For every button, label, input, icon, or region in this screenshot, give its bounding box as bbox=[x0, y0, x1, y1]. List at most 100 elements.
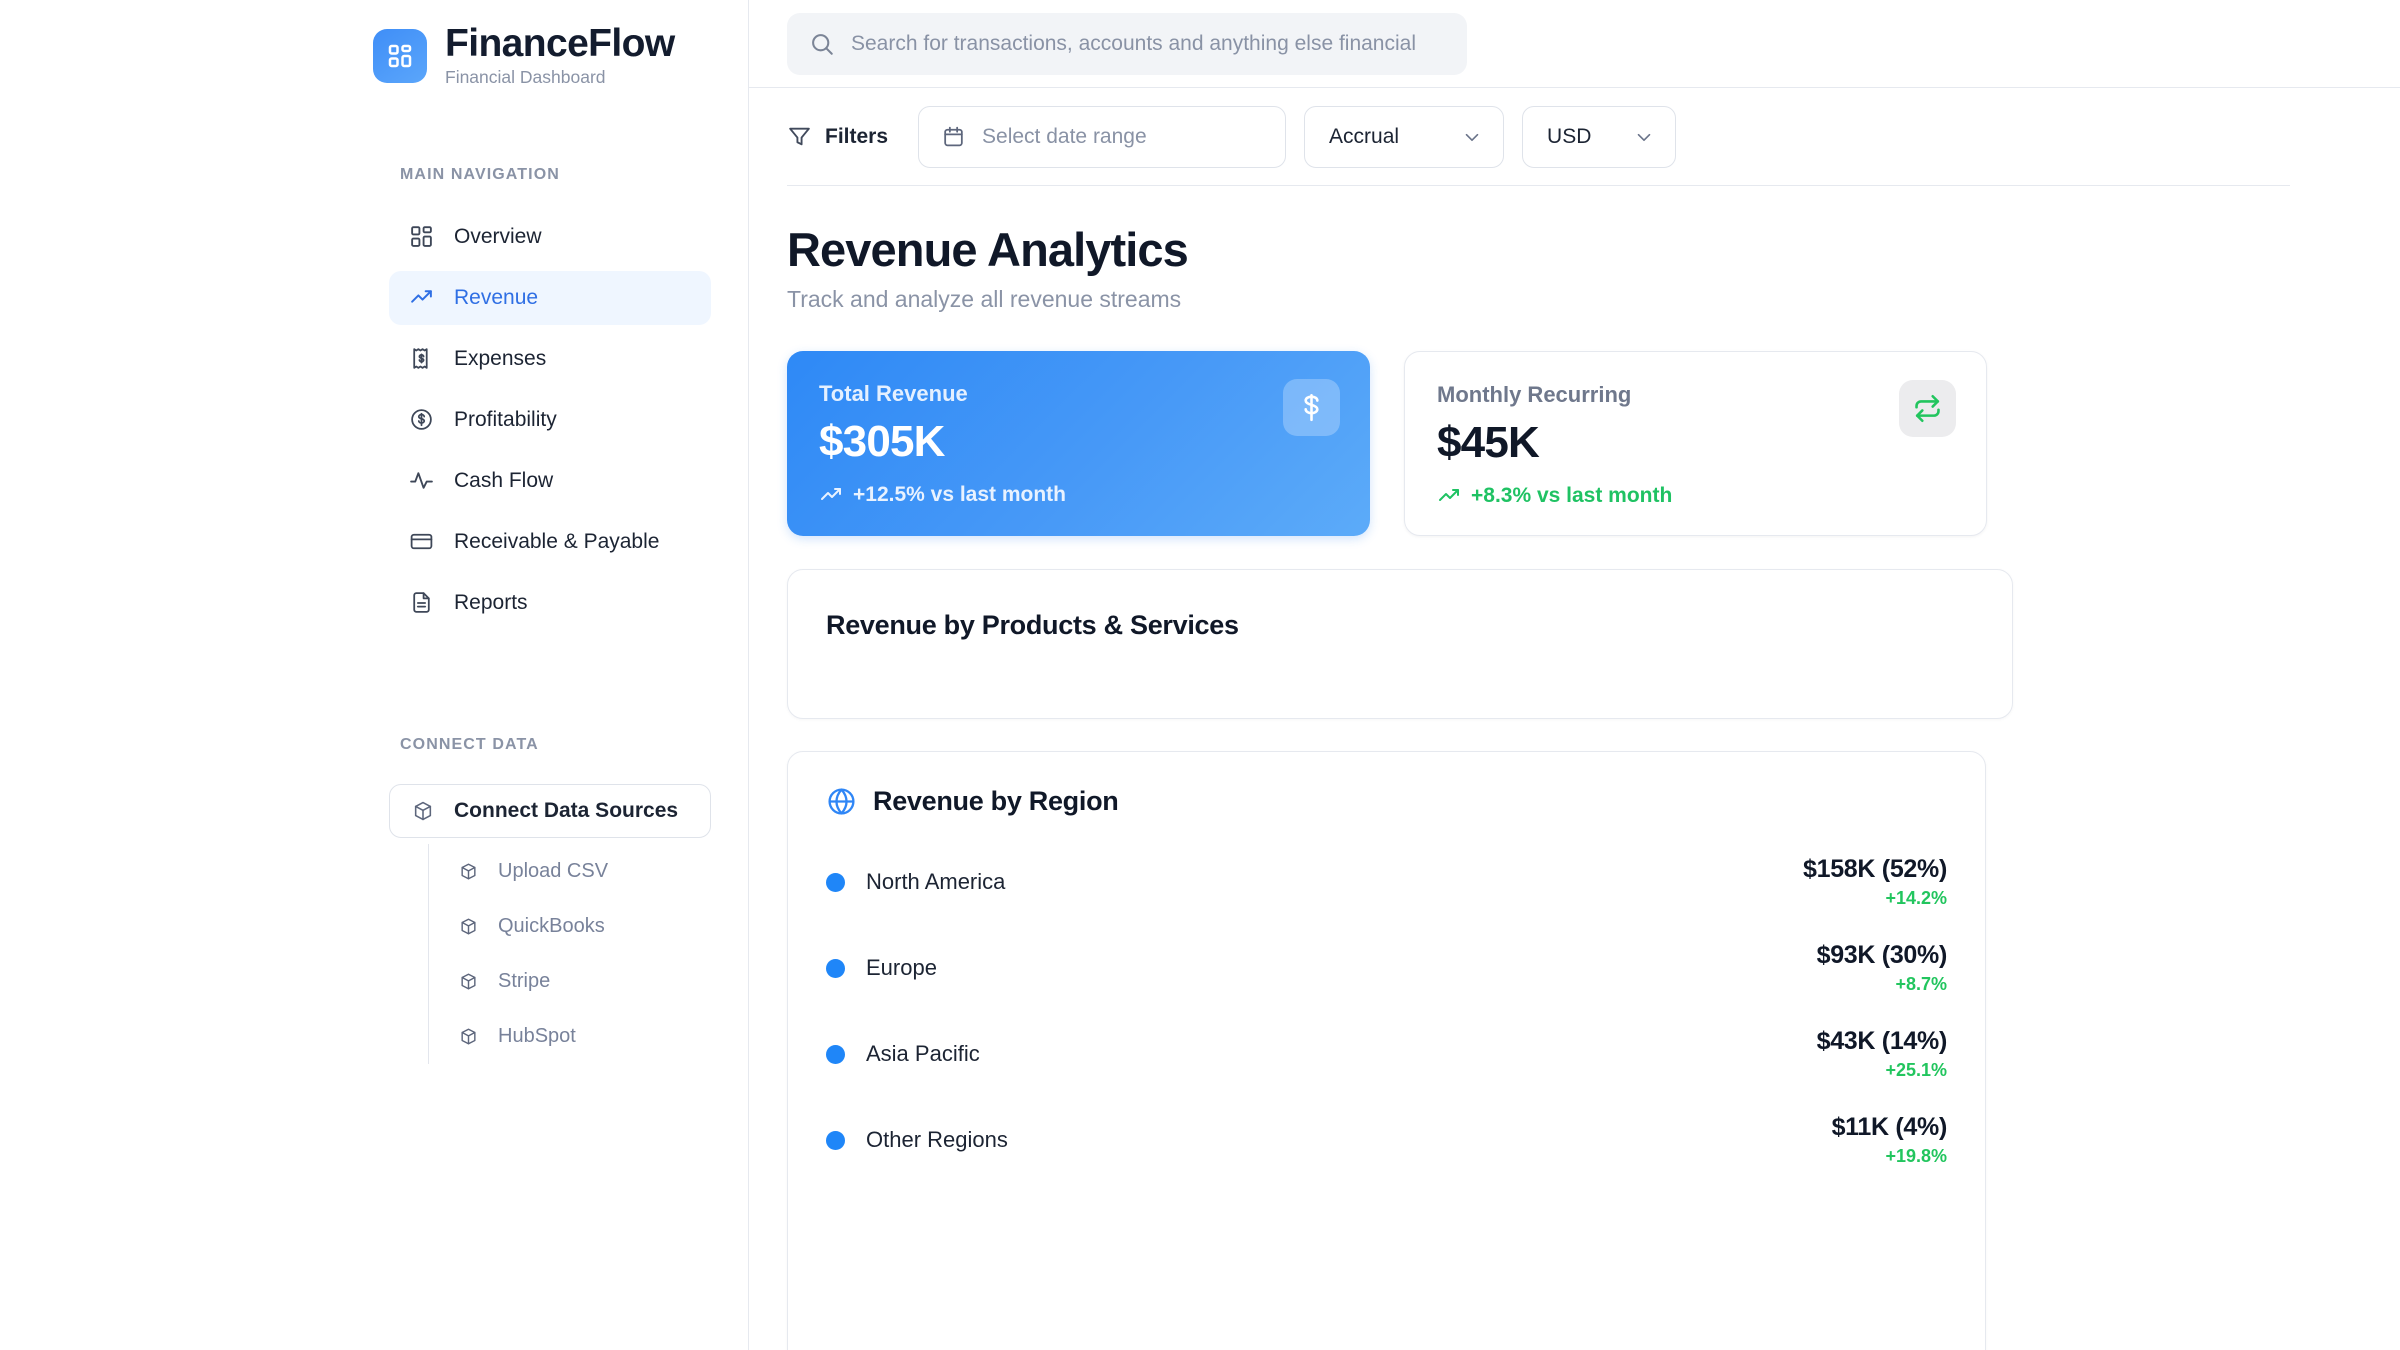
kpi-card-total-revenue[interactable]: Total Revenue $305K +12.5% vs last month bbox=[787, 351, 1370, 536]
region-color-dot bbox=[826, 958, 845, 978]
region-row-left: North America bbox=[826, 869, 1005, 895]
sidebar-item-label: Receivable & Payable bbox=[454, 530, 660, 554]
search-icon bbox=[809, 31, 835, 57]
globe-icon bbox=[826, 786, 857, 817]
region-amount: $11K (4%) bbox=[1831, 1113, 1948, 1141]
region-list: North America $158K (52%) +14.2% Europe bbox=[826, 839, 1947, 1183]
brand-subtitle: Financial Dashboard bbox=[445, 66, 606, 87]
region-row[interactable]: North America $158K (52%) +14.2% bbox=[826, 839, 1947, 925]
date-range-placeholder: Select date range bbox=[982, 124, 1147, 148]
region-row[interactable]: Europe $93K (30%) +8.7% bbox=[826, 925, 1947, 1011]
grid-icon bbox=[409, 224, 434, 249]
kpi-delta: +8.3% vs last month bbox=[1437, 484, 1954, 508]
region-row[interactable]: Other Regions $11K (4%) +19.8% bbox=[826, 1097, 1947, 1183]
sidebar-item-cash-flow[interactable]: Cash Flow bbox=[389, 454, 711, 508]
connect-button-label: Connect Data Sources bbox=[454, 798, 679, 822]
search-input[interactable] bbox=[851, 31, 1445, 56]
kpi-label: Total Revenue bbox=[819, 381, 968, 406]
date-range-input[interactable]: Select date range bbox=[918, 105, 1287, 168]
repeat-icon bbox=[1912, 393, 1943, 424]
kpi-badge bbox=[1283, 379, 1340, 436]
trending-up-icon bbox=[409, 285, 434, 310]
dollar-circle-icon bbox=[409, 407, 434, 432]
filters-label: Filters bbox=[825, 124, 889, 148]
revenue-by-region-panel: Revenue by Region North America $158K (5… bbox=[787, 751, 1986, 1350]
filters-button[interactable]: Filters bbox=[787, 124, 888, 149]
kpi-delta-text: +8.3% vs last month bbox=[1471, 484, 1673, 507]
credit-card-icon bbox=[409, 529, 434, 554]
cube-icon bbox=[459, 862, 478, 881]
region-name: North America bbox=[866, 869, 1006, 894]
connect-data-sub-list: Upload CSV QuickBooks Stripe bbox=[428, 843, 748, 1064]
accounting-method-select[interactable]: Accrual bbox=[1304, 105, 1505, 168]
sidebar-item-revenue[interactable]: Revenue bbox=[389, 270, 711, 325]
region-name: Asia Pacific bbox=[866, 1041, 980, 1066]
region-row-right: $11K (4%) +19.8% bbox=[1831, 1113, 1948, 1167]
region-name: Other Regions bbox=[866, 1127, 1008, 1152]
page-subtitle: Track and analyze all revenue streams bbox=[787, 286, 1182, 312]
region-amount: $158K (52%) bbox=[1802, 855, 1947, 883]
region-growth: +8.7% bbox=[1895, 974, 1947, 994]
currency-select[interactable]: USD bbox=[1522, 105, 1677, 168]
search-bar[interactable] bbox=[787, 12, 1467, 75]
brand: FinanceFlow Financial Dashboard bbox=[0, 0, 748, 88]
kpi-delta-text: +12.5% vs last month bbox=[853, 483, 1067, 506]
connect-item-hubspot[interactable]: HubSpot bbox=[459, 1009, 748, 1064]
filter-bar: Filters Select date range Accrual bbox=[787, 88, 2290, 186]
region-color-dot bbox=[826, 1044, 845, 1064]
currency-value: USD bbox=[1547, 124, 1592, 148]
connect-item-upload-csv[interactable]: Upload CSV bbox=[459, 844, 748, 899]
sidebar-item-label: Revenue bbox=[454, 286, 539, 310]
sidebar-item-label: Profitability bbox=[454, 408, 557, 432]
sidebar-item-reports[interactable]: Reports bbox=[389, 576, 711, 630]
kpi-card-monthly-recurring[interactable]: Monthly Recurring $45K +8.3% vs last mon… bbox=[1404, 351, 1987, 536]
kpi-delta: +12.5% vs last month bbox=[819, 483, 1338, 507]
region-amount: $93K (30%) bbox=[1816, 941, 1948, 969]
funnel-icon bbox=[787, 124, 812, 149]
panel-title: Revenue by Products & Services bbox=[826, 610, 1239, 640]
activity-pulse-icon bbox=[409, 468, 434, 493]
revenue-by-products-panel: Revenue by Products & Services bbox=[787, 569, 2013, 719]
connect-item-stripe[interactable]: Stripe bbox=[459, 954, 748, 1009]
brand-text: FinanceFlow Financial Dashboard bbox=[445, 22, 675, 88]
sidebar: FinanceFlow Financial Dashboard MAIN NAV… bbox=[0, 0, 749, 1350]
region-growth: +14.2% bbox=[1885, 888, 1947, 908]
trending-up-icon bbox=[819, 483, 843, 507]
region-row-right: $158K (52%) +14.2% bbox=[1803, 855, 1947, 909]
kpi-cards: Total Revenue $305K +12.5% vs last month bbox=[787, 351, 2400, 536]
connect-item-label: HubSpot bbox=[498, 1024, 576, 1047]
region-growth: +19.8% bbox=[1885, 1146, 1947, 1166]
kpi-badge bbox=[1899, 380, 1956, 437]
content-area: Revenue Analytics Track and analyze all … bbox=[749, 222, 2400, 1350]
panel-title: Revenue by Region bbox=[873, 786, 1119, 816]
region-row-left: Other Regions bbox=[826, 1127, 1008, 1153]
sidebar-item-profitability[interactable]: Profitability bbox=[389, 393, 711, 447]
sidebar-item-expenses[interactable]: Expenses bbox=[389, 332, 711, 386]
kpi-value: $45K bbox=[1437, 418, 1540, 467]
kpi-label: Monthly Recurring bbox=[1437, 382, 1632, 407]
brand-name: FinanceFlow bbox=[445, 22, 675, 65]
main-navigation: Overview Revenue bbox=[0, 210, 748, 630]
top-bar bbox=[749, 0, 2400, 88]
dollar-icon bbox=[1296, 392, 1327, 423]
sidebar-item-overview[interactable]: Overview bbox=[389, 210, 711, 264]
dashboard-grid-icon bbox=[373, 28, 427, 83]
sidebar-item-receivable-payable[interactable]: Receivable & Payable bbox=[389, 515, 711, 569]
document-icon bbox=[409, 590, 434, 615]
region-name: Europe bbox=[866, 955, 937, 980]
accounting-method-value: Accrual bbox=[1329, 124, 1400, 148]
region-color-dot bbox=[826, 872, 845, 892]
region-row-right: $43K (14%) +25.1% bbox=[1816, 1027, 1948, 1081]
region-row[interactable]: Asia Pacific $43K (14%) +25.1% bbox=[826, 1011, 1947, 1097]
region-amount: $43K (14%) bbox=[1816, 1027, 1948, 1055]
connect-data-label: CONNECT DATA bbox=[400, 735, 539, 753]
region-growth: +25.1% bbox=[1885, 1060, 1947, 1080]
connect-item-quickbooks[interactable]: QuickBooks bbox=[459, 899, 748, 954]
connect-data-sources-button[interactable]: Connect Data Sources bbox=[389, 783, 711, 838]
cube-icon bbox=[459, 1027, 478, 1046]
main-content: Filters Select date range Accrual bbox=[749, 0, 2400, 1350]
main-navigation-label: MAIN NAVIGATION bbox=[400, 165, 560, 183]
kpi-value: $305K bbox=[819, 417, 945, 466]
calendar-icon bbox=[941, 124, 966, 149]
sidebar-item-label: Cash Flow bbox=[454, 469, 554, 493]
